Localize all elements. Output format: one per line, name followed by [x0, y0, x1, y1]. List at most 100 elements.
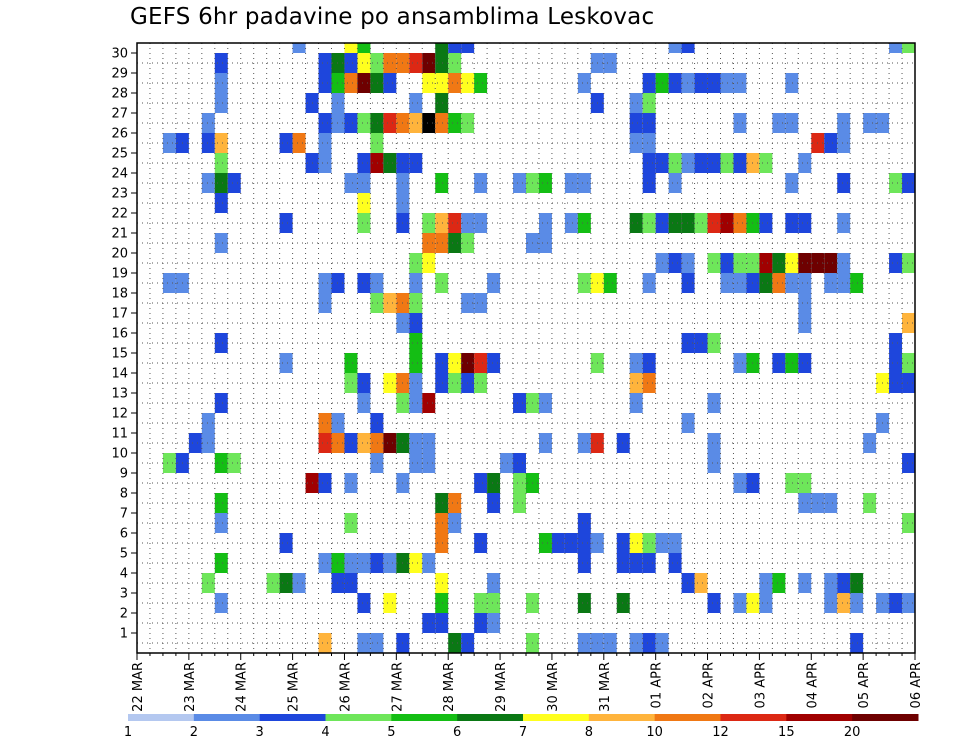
heatmap-cell	[681, 153, 695, 173]
heatmap-cell	[889, 353, 903, 373]
heatmap-cell	[642, 633, 656, 653]
heatmap-cell	[422, 113, 436, 133]
y-tick-label: 9	[120, 467, 128, 482]
heatmap-cell	[318, 413, 332, 433]
heatmap-cell	[214, 593, 228, 613]
x-tick-label: 04 APR	[805, 662, 820, 708]
y-tick-label: 18	[111, 287, 128, 302]
y-tick-label: 26	[111, 127, 128, 142]
heatmap-cell	[564, 533, 578, 553]
heatmap-cell	[824, 573, 838, 593]
heatmap-cell	[577, 433, 591, 453]
heatmap-cell	[707, 593, 721, 613]
heatmap-cell	[889, 43, 903, 53]
y-tick-label: 28	[111, 87, 128, 102]
heatmap-cell	[292, 43, 306, 53]
heatmap-cell	[785, 473, 799, 493]
heatmap-cell	[720, 153, 734, 173]
y-tick-label: 16	[111, 327, 128, 342]
heatmap-cell	[902, 253, 915, 273]
heatmap-cell	[642, 533, 656, 553]
heatmap-cell	[551, 533, 565, 553]
colorbar-label: 4	[321, 725, 329, 740]
colorbar-swatch	[523, 714, 590, 721]
heatmap-cell	[357, 553, 371, 573]
heatmap-cell	[902, 173, 915, 193]
heatmap-cell	[798, 313, 812, 333]
colorbar-label: 8	[585, 725, 593, 740]
heatmap-cell	[733, 273, 747, 293]
heatmap-cell	[435, 233, 449, 253]
heatmap-cell	[357, 593, 371, 613]
heatmap-cell	[214, 333, 228, 353]
x-tick-label: 28 MAR	[442, 662, 457, 712]
heatmap-cell	[642, 93, 656, 113]
y-tick-label: 13	[111, 387, 128, 402]
heatmap-cell	[694, 213, 708, 233]
heatmap-cell	[435, 173, 449, 193]
colorbar-label: 12	[712, 725, 729, 740]
heatmap-cell	[487, 493, 501, 513]
heatmap-cell	[370, 293, 384, 313]
heatmap-cell	[863, 433, 877, 453]
heatmap-cell	[759, 593, 773, 613]
heatmap-cell	[201, 413, 215, 433]
heatmap-cell	[487, 573, 501, 593]
heatmap-cell	[733, 473, 747, 493]
heatmap-cell	[344, 553, 358, 573]
heatmap-cell	[370, 113, 384, 133]
y-tick-label: 17	[111, 307, 128, 322]
heatmap-cell	[435, 53, 449, 73]
heatmap-cell	[902, 313, 915, 333]
heatmap-cell	[357, 153, 371, 173]
heatmap-cell	[538, 233, 552, 253]
heatmap-cell	[720, 73, 734, 93]
heatmap-cell	[772, 273, 786, 293]
heatmap-cell	[279, 533, 293, 553]
colorbar-label: 5	[387, 725, 395, 740]
heatmap-cell	[214, 153, 228, 173]
y-tick-label: 6	[120, 527, 128, 542]
heatmap-cell	[681, 333, 695, 353]
y-tick-label: 5	[120, 547, 128, 562]
heatmap-cell	[707, 253, 721, 273]
heatmap-cell	[759, 213, 773, 233]
heatmap-cell	[409, 113, 423, 133]
heatmap-cell	[720, 253, 734, 273]
heatmap-cell	[422, 393, 436, 413]
y-tick-label: 21	[111, 227, 128, 242]
heatmap-cell	[344, 73, 358, 93]
heatmap-cell	[201, 433, 215, 453]
heatmap-cell	[409, 53, 423, 73]
x-tick-label: 22 MAR	[131, 662, 146, 712]
y-axis: 1234567891011121314151617181920212223242…	[111, 47, 137, 642]
heatmap-cell	[435, 573, 449, 593]
heatmap-cell	[448, 493, 462, 513]
heatmap-cell	[642, 213, 656, 233]
x-tick-label: 23 MAR	[183, 662, 198, 712]
y-tick-label: 7	[120, 507, 128, 522]
heatmap-cell	[629, 133, 643, 153]
heatmap-cell	[889, 253, 903, 273]
y-tick-label: 20	[111, 247, 128, 262]
heatmap-cell	[435, 513, 449, 533]
heatmap-cell	[694, 333, 708, 353]
heatmap-cell	[344, 373, 358, 393]
heatmap-cell	[422, 613, 436, 633]
heatmap-cell	[668, 213, 682, 233]
heatmap-cell	[344, 53, 358, 73]
y-tick-label: 30	[111, 47, 128, 62]
heatmap-cell	[759, 153, 773, 173]
heatmap-cell	[409, 253, 423, 273]
x-tick-label: 03 APR	[753, 662, 768, 708]
y-tick-label: 24	[111, 167, 128, 182]
heatmap-cell	[448, 53, 462, 73]
heatmap-cell	[383, 113, 397, 133]
heatmap-cell	[422, 453, 436, 473]
heatmap-cell	[798, 493, 812, 513]
heatmap-cell	[681, 413, 695, 433]
heatmap-cell	[668, 73, 682, 93]
heatmap-cell	[318, 153, 332, 173]
heatmap-cell	[629, 373, 643, 393]
heatmap-cell	[318, 133, 332, 153]
